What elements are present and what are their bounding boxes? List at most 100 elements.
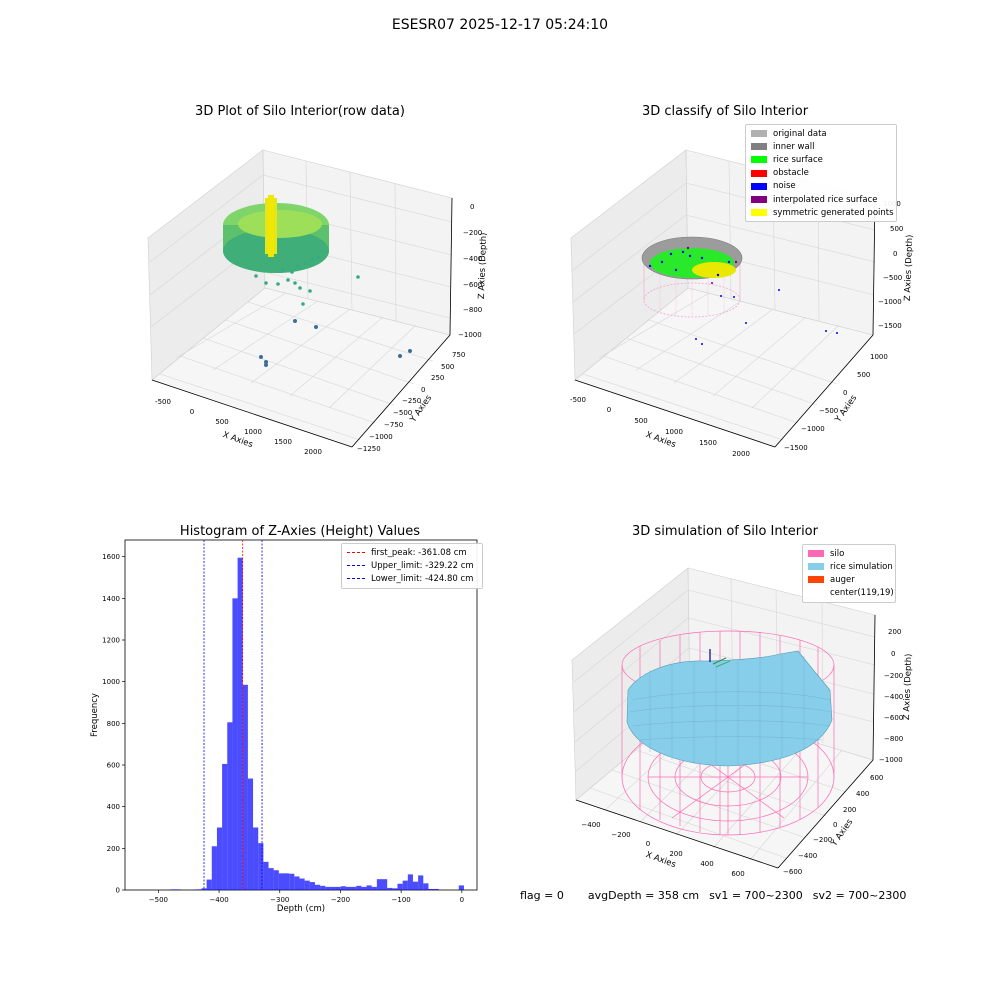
- classify-z-tick-label: 500: [890, 225, 903, 233]
- histogram-bar: [423, 883, 429, 890]
- legend-label: silo: [830, 548, 845, 559]
- simulation-z-tick-label: 0: [891, 650, 895, 658]
- legend-item: noise: [751, 180, 891, 193]
- legend-swatch: [751, 156, 767, 164]
- histogram-y-tick-label: 1000: [102, 678, 120, 686]
- simulation-legend: silo rice simulation auger center(119,19…: [802, 544, 896, 603]
- legend-item: obstacle: [751, 167, 891, 180]
- legend-swatch: [751, 143, 767, 151]
- rice-simulation-surface: [626, 650, 833, 767]
- raw-z-tick-label: −800: [463, 306, 482, 314]
- histogram-bar: [170, 889, 176, 890]
- classify-z-axis-label: Z Axies (Depth): [903, 234, 915, 301]
- histogram-bar: [412, 881, 419, 890]
- classify-legend: original data inner wall rice surface ob…: [745, 124, 897, 223]
- histogram-bar: [314, 884, 321, 890]
- legend-swatch: [808, 563, 824, 571]
- histogram-x-ticks: −500 −400 −300 −200 −100 0: [149, 890, 464, 904]
- raw-z-tick-label: −1000: [458, 331, 482, 339]
- histogram-y-tick-label: 800: [107, 720, 120, 728]
- raw-y-tick-label: −1250: [357, 445, 381, 453]
- raw-y-tick-label: −1000: [369, 433, 393, 441]
- histogram-y-tick-label: 400: [107, 803, 120, 811]
- legend-swatch: [751, 169, 767, 177]
- classify-x-tick-label: 500: [634, 417, 647, 425]
- legend-swatch: [347, 578, 365, 580]
- legend-swatch: [347, 552, 365, 554]
- raw-y-tick-labels: 750 500 250 0 −250 −500 −750 −1000 −1250: [357, 351, 465, 453]
- legend-label: noise: [773, 181, 796, 192]
- legend-swatch: [751, 209, 767, 217]
- legend-label: original data: [773, 128, 827, 139]
- histogram-y-ticks: 0 200 400 600 800 1000 1200 1400 1600: [102, 553, 125, 895]
- classify-plot-title: 3D classify of Silo Interior: [641, 104, 809, 119]
- legend-label: center(119,19): [830, 588, 894, 599]
- classify-y-tick-labels: 1000 500 0 −500 −1000 −1500: [784, 353, 888, 452]
- histogram-bar: [433, 888, 439, 890]
- histogram-x-tick-label: −300: [270, 896, 289, 904]
- raw-plot-title: 3D Plot of Silo Interior(row data): [195, 104, 405, 119]
- raw-z-tick-label: −200: [463, 229, 482, 237]
- raw-3d-axes: [151, 197, 453, 448]
- histogram-bar: [206, 879, 212, 890]
- histogram-bar: [227, 722, 233, 890]
- histogram-bar: [201, 888, 207, 890]
- legend-swatch: [347, 565, 365, 567]
- histogram-bar: [211, 846, 217, 890]
- legend-item: inner wall: [751, 140, 891, 153]
- legend-label: symmetric generated points: [773, 207, 894, 218]
- legend-item: rice surface: [751, 153, 891, 166]
- raw-x-tick-label: 1500: [274, 438, 292, 446]
- histogram-bar: [392, 888, 398, 890]
- raw-y-tick-label: 750: [452, 351, 465, 359]
- simulation-y-tick-label: 400: [856, 790, 869, 798]
- simulation-y-tick-labels: 600 400 200 0 −200 −400 −600: [783, 774, 883, 876]
- histogram-y-axis-label: Frequency: [90, 693, 100, 737]
- histogram-bar: [242, 684, 248, 890]
- classify-y-tick-label: 0: [843, 389, 847, 397]
- histogram-bar: [289, 873, 295, 890]
- legend-label: Lower_limit: -424.80 cm: [371, 573, 474, 584]
- sv1-status: sv1 = 700~2300: [709, 889, 803, 902]
- simulation-y-tick-label: −600: [783, 868, 802, 876]
- simulation-z-tick-label: −800: [884, 735, 903, 743]
- histogram-bar: [345, 886, 352, 890]
- histogram-bar: [325, 886, 331, 890]
- legend-swatch: [808, 589, 824, 597]
- histogram-bar: [232, 598, 238, 890]
- histogram-bar: [458, 885, 464, 890]
- histogram-y-tick-label: 1200: [102, 637, 120, 645]
- classify-z-tick-label: −500: [883, 274, 902, 282]
- histogram-bar: [284, 873, 290, 890]
- classify-z-tick-label: −1000: [878, 298, 902, 306]
- histogram-y-tick-label: 600: [107, 762, 120, 770]
- legend-label: auger: [830, 574, 855, 585]
- histogram-bar: [428, 888, 434, 890]
- legend-item: rice simulation: [808, 560, 893, 573]
- histogram-bar: [418, 875, 424, 890]
- classify-x-tick-label: 1500: [699, 439, 717, 447]
- histogram-bar: [294, 876, 300, 890]
- legend-label: interpolated rice surface: [773, 194, 878, 205]
- histogram-bar: [351, 886, 357, 890]
- histogram-x-tick-label: −200: [331, 896, 350, 904]
- simulation-x-tick-label: −400: [581, 821, 600, 829]
- legend-item: interpolated rice surface: [751, 193, 891, 206]
- histogram-bar: [258, 843, 264, 890]
- histogram-x-tick-label: 0: [460, 896, 464, 904]
- histogram-y-tick-label: 1600: [102, 553, 120, 561]
- histogram-bar: [263, 861, 269, 890]
- raw-z-tick-label: −400: [463, 255, 482, 263]
- histogram-y-tick-label: 1400: [102, 595, 120, 603]
- raw-z-axis-label: Z Axies (Depth): [477, 232, 489, 299]
- status-line: flag = 0 avgDepth = 358 cm sv1 = 700~2300 s…: [520, 889, 916, 902]
- legend-label: rice simulation: [830, 561, 893, 572]
- raw-x-tick-label: 2000: [304, 448, 322, 456]
- histogram-bar: [382, 879, 388, 890]
- figure-title: ESESR07 2025-12-17 05:24:10: [391, 17, 609, 33]
- raw-x-tick-label: 0: [190, 408, 194, 416]
- simulation-z-tick-label: −400: [884, 693, 903, 701]
